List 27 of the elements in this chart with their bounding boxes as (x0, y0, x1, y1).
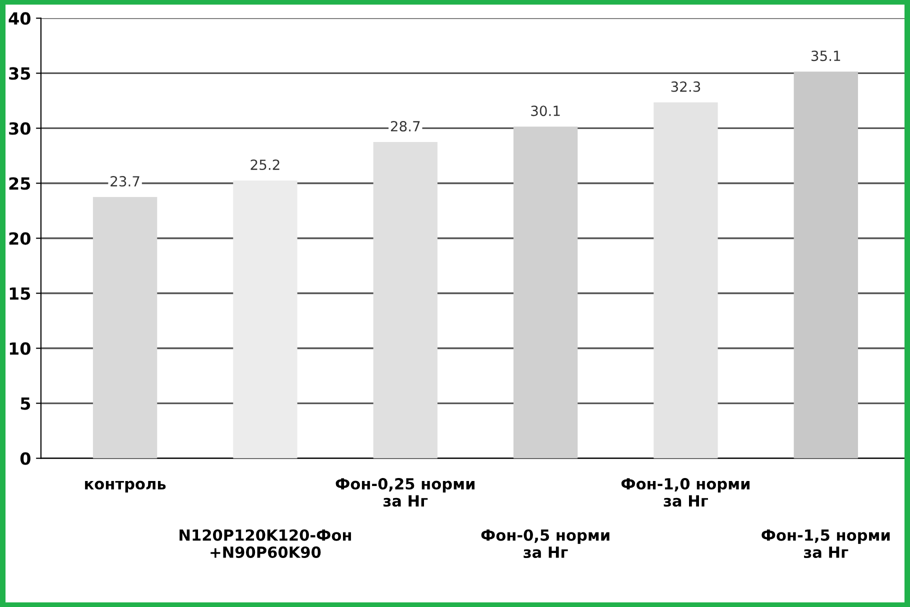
x-tick-label: Фон-0,5 норми за Нг (481, 529, 610, 558)
y-tick-label: 25 (9, 177, 30, 190)
bar (373, 142, 438, 458)
x-tick-label: Фон-0,25 норми за Нг (336, 478, 474, 507)
bar (794, 72, 858, 458)
y-tick-label: 35 (9, 67, 30, 80)
y-tick-label: 0 (20, 452, 30, 465)
y-tick-label: 5 (20, 397, 30, 410)
x-tick-label: Фон-1,5 норми за Нг (762, 530, 890, 558)
data-label: 35.1 (811, 50, 840, 62)
y-tick-label: 10 (10, 342, 30, 355)
x-tick-label: контроль (85, 480, 166, 493)
bar (233, 180, 298, 458)
bar (513, 126, 578, 458)
y-tick-label: 40 (8, 12, 30, 25)
data-label: 28.7 (390, 121, 420, 132)
bar (654, 102, 718, 458)
data-label: 25.2 (250, 160, 280, 170)
x-tick-label: N120P120K120-Фон +N90P60K90 (180, 529, 351, 558)
y-tick-label: 30 (9, 122, 30, 135)
data-label: 32.3 (671, 81, 700, 92)
x-tick-label: Фон-1,0 норми за Нг (621, 478, 750, 507)
y-tick-label: 15 (10, 287, 30, 300)
bar (92, 196, 158, 458)
y-tick-label: 20 (9, 232, 30, 245)
data-label: 23.7 (110, 176, 140, 187)
data-label: 30.1 (531, 106, 560, 116)
